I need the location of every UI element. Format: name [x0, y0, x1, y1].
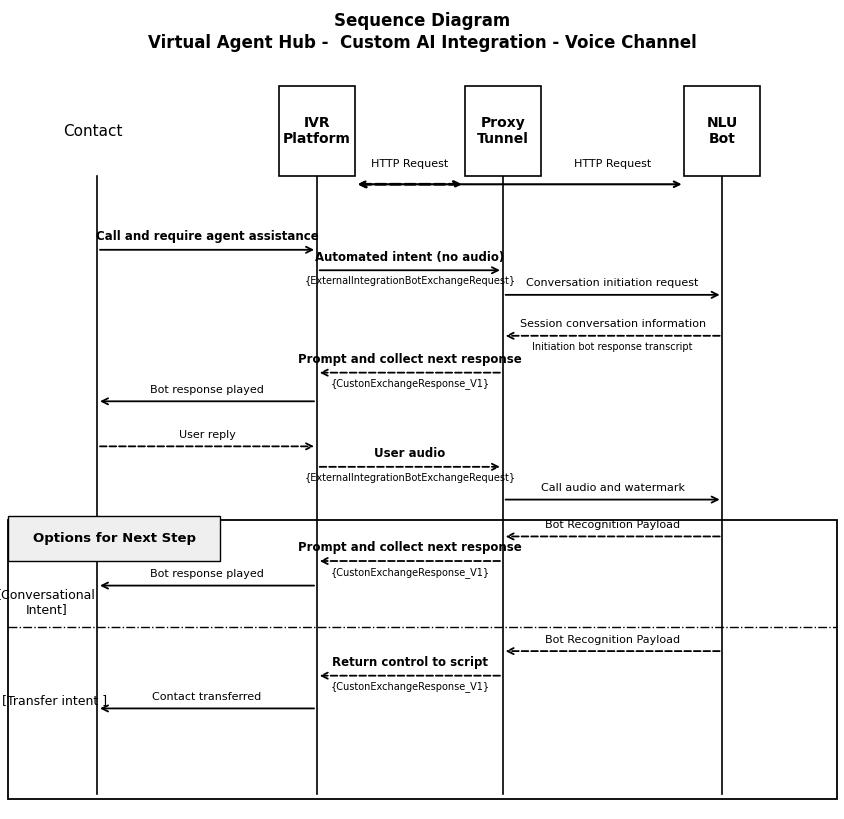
Text: Contact transferred: Contact transferred — [152, 692, 262, 702]
Text: {CustonExchangeResponse_V1}: {CustonExchangeResponse_V1} — [330, 378, 489, 389]
Text: Initiation bot response transcript: Initiation bot response transcript — [532, 342, 692, 351]
Text: Bot response played: Bot response played — [150, 569, 263, 579]
Text: Virtual Agent Hub -  Custom AI Integration - Voice Channel: Virtual Agent Hub - Custom AI Integratio… — [148, 34, 696, 52]
Text: Options for Next Step: Options for Next Step — [33, 532, 195, 545]
FancyBboxPatch shape — [464, 86, 540, 176]
Text: Prompt and collect next response: Prompt and collect next response — [298, 353, 521, 366]
Text: HTTP Request: HTTP Request — [573, 159, 651, 169]
Text: Automated intent (no audio): Automated intent (no audio) — [315, 251, 504, 264]
FancyBboxPatch shape — [684, 86, 760, 176]
Text: HTTP Request: HTTP Request — [371, 159, 448, 169]
Text: [Transfer intent ]: [Transfer intent ] — [3, 694, 107, 707]
Text: Proxy
Tunnel: Proxy Tunnel — [476, 116, 528, 146]
Text: Prompt and collect next response: Prompt and collect next response — [298, 541, 521, 554]
Text: NLU
Bot: NLU Bot — [706, 116, 737, 146]
Text: User audio: User audio — [374, 447, 445, 460]
FancyBboxPatch shape — [8, 520, 836, 799]
Text: {ExternalIntegrationBotExchangeRequest}: {ExternalIntegrationBotExchangeRequest} — [304, 276, 515, 286]
Text: Bot Recognition Payload: Bot Recognition Payload — [544, 520, 679, 530]
FancyBboxPatch shape — [279, 86, 354, 176]
Text: {ExternalIntegrationBotExchangeRequest}: {ExternalIntegrationBotExchangeRequest} — [304, 473, 515, 482]
Text: Call audio and watermark: Call audio and watermark — [540, 483, 684, 493]
Text: {CustonExchangeResponse_V1}: {CustonExchangeResponse_V1} — [330, 567, 489, 577]
Text: IVR
Platform: IVR Platform — [283, 116, 350, 146]
Text: Sequence Diagram: Sequence Diagram — [334, 12, 510, 30]
Text: Contact: Contact — [63, 124, 122, 138]
FancyBboxPatch shape — [8, 516, 219, 561]
Text: Bot Recognition Payload: Bot Recognition Payload — [544, 635, 679, 645]
Text: [Conversational
Intent]: [Conversational Intent] — [0, 588, 96, 616]
Text: Call and require agent assistance: Call and require agent assistance — [95, 230, 318, 243]
Text: Conversation initiation request: Conversation initiation request — [526, 278, 698, 288]
Text: Session conversation information: Session conversation information — [519, 319, 705, 329]
Text: {CustonExchangeResponse_V1}: {CustonExchangeResponse_V1} — [330, 681, 489, 692]
Text: User reply: User reply — [178, 430, 235, 440]
Text: Bot response played: Bot response played — [150, 385, 263, 395]
Text: Return control to script: Return control to script — [332, 656, 487, 669]
